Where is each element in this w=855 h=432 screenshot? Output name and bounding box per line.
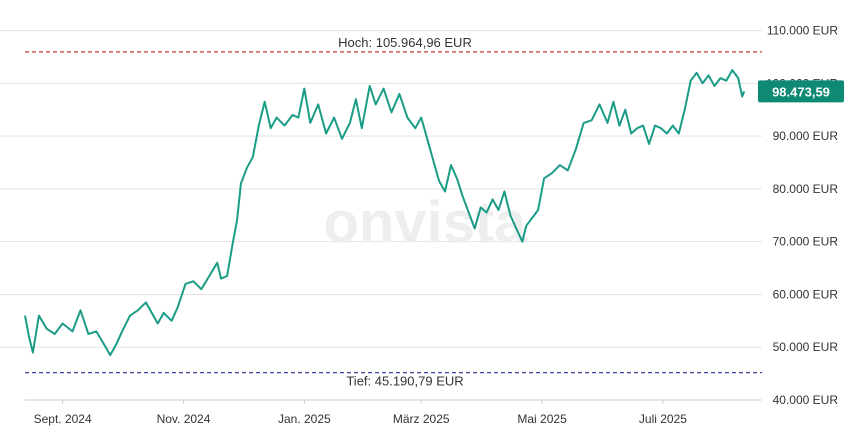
x-tick-label: Jan. 2025 xyxy=(278,412,331,426)
y-tick-label: 40.000 EUR xyxy=(773,393,839,407)
y-tick-label: 110.000 EUR xyxy=(767,24,838,38)
reference-lines: Hoch: 105.964,96 EUR Tief: 45.190,79 EUR xyxy=(25,35,762,389)
low-label: Tief: 45.190,79 EUR xyxy=(346,374,463,389)
gridlines xyxy=(0,30,762,348)
y-tick-label: 90.000 EUR xyxy=(773,129,839,143)
y-tick-label: 60.000 EUR xyxy=(773,287,839,301)
x-tick-label: Juli 2025 xyxy=(639,412,687,426)
x-tick-label: Nov. 2024 xyxy=(157,412,211,426)
x-tick-label: März 2025 xyxy=(393,412,450,426)
x-tick-label: Sept. 2024 xyxy=(34,412,92,426)
y-tick-label: 70.000 EUR xyxy=(773,235,839,249)
watermark-logo: onvista xyxy=(323,190,527,255)
current-price-badge-bg xyxy=(758,80,844,103)
current-price-badge: 98.473,59 xyxy=(758,80,844,103)
x-axis-ticks: Sept. 2024 Nov. 2024 Jan. 2025 März 2025 Mai… xyxy=(34,400,687,426)
x-tick-label: Mai 2025 xyxy=(517,412,567,426)
high-label: Hoch: 105.964,96 EUR xyxy=(338,35,472,50)
price-series-line xyxy=(24,69,746,357)
y-tick-label: 50.000 EUR xyxy=(773,340,839,354)
current-price-label: 98.473,59 xyxy=(772,84,830,99)
y-tick-label: 80.000 EUR xyxy=(773,182,839,196)
